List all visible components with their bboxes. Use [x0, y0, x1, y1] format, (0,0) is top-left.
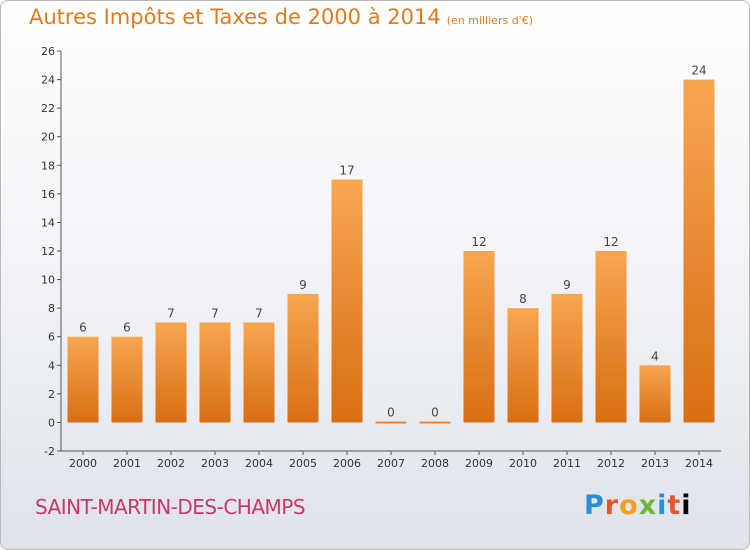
- y-tick-label: 20: [41, 131, 55, 144]
- chart-subtitle: (en milliers d'€): [446, 14, 533, 27]
- y-tick-label: 8: [48, 302, 55, 315]
- y-tick-label: 22: [41, 102, 55, 115]
- value-label-2006: 17: [339, 164, 354, 178]
- value-label-2003: 7: [211, 306, 219, 320]
- value-label-2011: 9: [563, 278, 571, 292]
- logo-letter: i: [657, 490, 668, 521]
- bar-2003: [199, 322, 231, 423]
- x-tick-label: 2012: [597, 457, 625, 470]
- chart-title: Autres Impôts et Taxes de 2000 à 2014 (en…: [29, 5, 533, 29]
- value-label-2010: 8: [519, 292, 527, 306]
- x-tick-label: 2006: [333, 457, 361, 470]
- y-tick-label: 24: [41, 74, 55, 87]
- value-label-2000: 6: [79, 321, 87, 335]
- logo-letter: x: [638, 490, 658, 521]
- logo-letter: t: [667, 490, 682, 521]
- value-label-2013: 4: [651, 349, 659, 363]
- y-tick-label: 10: [41, 274, 55, 287]
- x-tick-label: 2004: [245, 457, 273, 470]
- x-tick-label: 2008: [421, 457, 449, 470]
- bar-2002: [155, 322, 187, 423]
- x-tick-label: 2003: [201, 457, 229, 470]
- x-tick-label: 2014: [685, 457, 713, 470]
- value-label-2002: 7: [167, 306, 175, 320]
- value-label-2005: 9: [299, 278, 307, 292]
- value-label-2008: 0: [431, 405, 439, 419]
- bar-2009: [463, 251, 495, 423]
- chart-bars: [67, 79, 715, 424]
- x-tick-label: 2007: [377, 457, 405, 470]
- y-tick-label: -2: [44, 445, 55, 458]
- bar-2006: [331, 179, 363, 423]
- value-label-2009: 12: [471, 235, 486, 249]
- value-label-2014: 24: [691, 64, 706, 78]
- bar-2008: [419, 421, 451, 424]
- x-tick-label: 2005: [289, 457, 317, 470]
- x-tick-label: 2010: [509, 457, 537, 470]
- bar-2014: [683, 79, 715, 423]
- y-tick-label: 18: [41, 159, 55, 172]
- value-label-2001: 6: [123, 321, 131, 335]
- y-tick-label: 6: [48, 331, 55, 344]
- y-tick-label: 26: [41, 45, 55, 58]
- x-tick-label: 2000: [69, 457, 97, 470]
- y-tick-label: 4: [48, 359, 55, 372]
- x-tick-label: 2002: [157, 457, 185, 470]
- logo-letter: r: [604, 490, 620, 521]
- y-tick-label: 14: [41, 216, 55, 229]
- logo-letter: o: [619, 490, 639, 521]
- chart-value-labels: 6 6 7 7 7 9 17 0 0 12 8 9 12 4 24: [79, 64, 706, 420]
- x-tick-label: 2001: [113, 457, 141, 470]
- y-tick-label: 16: [41, 188, 55, 201]
- bar-2013: [639, 365, 671, 423]
- value-label-2007: 0: [387, 405, 395, 419]
- bar-2012: [595, 251, 627, 423]
- y-tick-label: 12: [41, 245, 55, 258]
- x-tick-label: 2011: [553, 457, 581, 470]
- chart-title-text: Autres Impôts et Taxes de 2000 à 2014: [29, 5, 441, 29]
- x-tick-label: 2013: [641, 457, 669, 470]
- bar-2007: [375, 421, 407, 424]
- value-label-2004: 7: [255, 306, 263, 320]
- commune-name: SAINT-MARTIN-DES-CHAMPS: [35, 495, 306, 519]
- bar-2005: [287, 293, 319, 423]
- logo-letter: P: [584, 490, 605, 521]
- bar-2010: [507, 308, 539, 423]
- y-tick-label: 2: [48, 388, 55, 401]
- x-tick-label: 2009: [465, 457, 493, 470]
- y-tick-label: 0: [48, 416, 55, 429]
- value-label-2012: 12: [603, 235, 618, 249]
- logo-letter: i: [681, 490, 692, 521]
- proxiti-logo: Proxiti: [584, 490, 692, 521]
- bar-2001: [111, 336, 143, 423]
- bar-2011: [551, 293, 583, 423]
- bar-2004: [243, 322, 275, 423]
- bar-2000: [67, 336, 99, 423]
